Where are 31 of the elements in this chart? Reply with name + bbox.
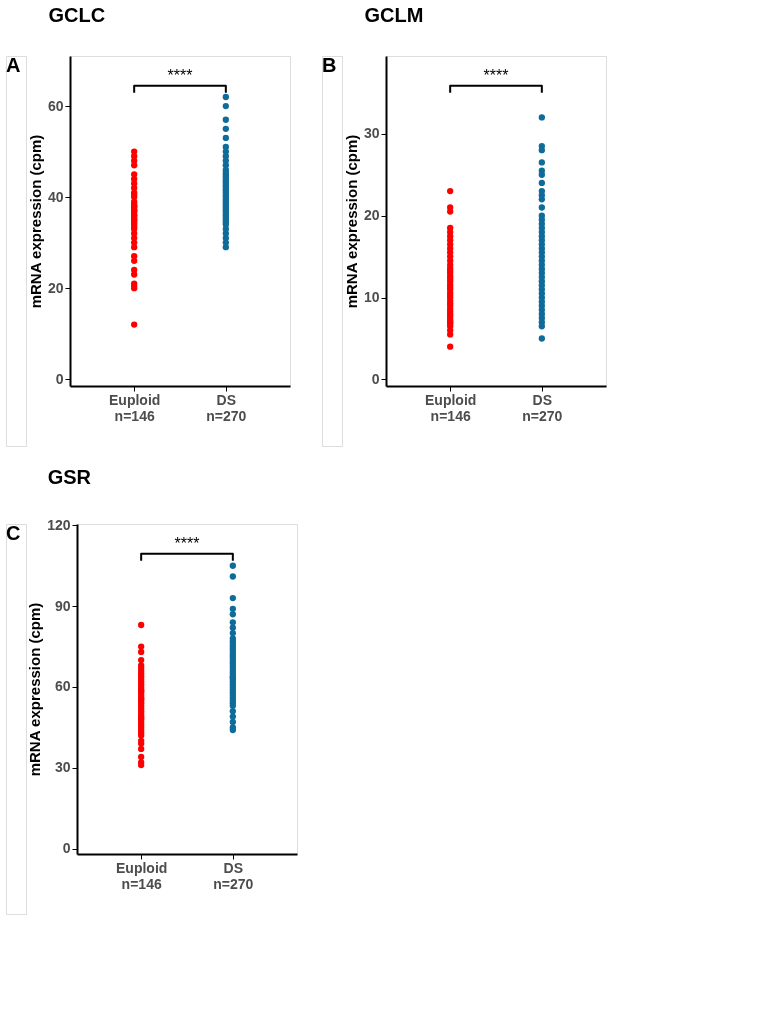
x-tick-label: DS n=270 xyxy=(206,391,247,424)
text: B xyxy=(322,54,337,76)
x-tick-label: DS n=270 xyxy=(522,391,563,424)
y-tick-label: 20 xyxy=(363,207,380,224)
annotation: **** xyxy=(167,66,193,84)
y-tick-label: 60 xyxy=(54,678,71,695)
y-tick-label: 60 xyxy=(47,97,64,114)
y-tick-label: 40 xyxy=(47,188,64,205)
y-tick-label: 30 xyxy=(54,759,71,776)
text: C xyxy=(6,522,21,544)
y-tick-label: 0 xyxy=(62,840,71,857)
y-axis-title: mRNA expression (cpm) xyxy=(26,134,44,309)
chart-title: GSR xyxy=(47,466,92,489)
x-tick-label: Euploid n=146 xyxy=(109,391,161,424)
x-tick-label: Euploid n=146 xyxy=(116,859,168,892)
chart-title: GCLC xyxy=(48,4,106,26)
y-tick-label: 0 xyxy=(55,370,64,387)
y-axis-title: mRNA expression (cpm) xyxy=(26,602,44,777)
y-tick-label: 0 xyxy=(371,370,380,387)
y-axis-title: mRNA expression (cpm) xyxy=(342,134,360,309)
x-tick-label: DS n=270 xyxy=(213,859,254,892)
y-tick-label: 120 xyxy=(47,516,71,533)
annotation: **** xyxy=(174,534,200,552)
chart-title: GCLM xyxy=(364,4,424,26)
x-tick-label: Euploid n=146 xyxy=(425,391,477,424)
y-tick-label: 90 xyxy=(54,597,71,614)
text: A xyxy=(6,54,21,76)
y-tick-label: 10 xyxy=(363,289,380,306)
y-tick-label: 20 xyxy=(47,279,64,296)
y-tick-label: 30 xyxy=(363,125,380,142)
annotation: **** xyxy=(483,66,509,84)
